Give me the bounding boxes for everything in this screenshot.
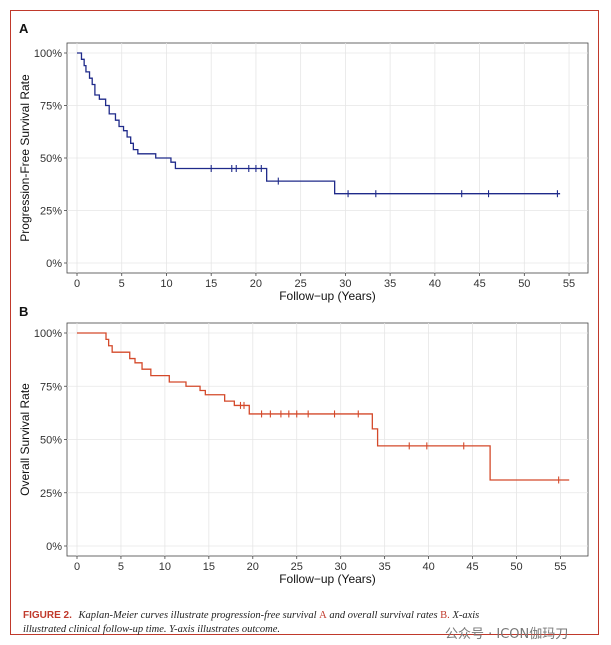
panel-label: A (19, 21, 29, 36)
caption-text-2: and overall survival rates (329, 610, 438, 621)
x-tick-label: 55 (554, 561, 566, 573)
caption-figure-label: FIGURE 2. (23, 610, 72, 621)
x-tick-label: 5 (119, 278, 125, 290)
x-tick-label: 35 (384, 278, 396, 290)
y-tick-label: 100% (34, 328, 62, 340)
x-tick-label: 25 (291, 561, 303, 573)
figure-frame: A 0 5 10 15 20 25 30 35 40 45 50 55 0% 25% 50% 75% 100% Fo… (10, 10, 599, 642)
caption-ref-a: A (319, 610, 327, 621)
figure-caption: FIGURE 2. Kaplan-Meier curves illustrate… (23, 609, 493, 637)
x-tick-label: 35 (379, 561, 391, 573)
x-tick-label: 20 (247, 561, 259, 573)
survival-curve-line (77, 52, 561, 195)
survival-curve-line (77, 332, 570, 481)
x-axis-title: Follow−up (Years) (279, 572, 376, 586)
x-tick-label: 10 (159, 561, 171, 573)
x-tick-label: 40 (422, 561, 434, 573)
y-tick-label: 75% (40, 381, 62, 393)
watermark-text: 公众号 · ICON伽玛刀 (445, 627, 569, 642)
y-tick-label: 0% (46, 541, 62, 553)
y-tick-label: 50% (40, 435, 62, 447)
caption-text-3: X-axis illustrated clinical follow-up ti… (23, 610, 480, 635)
x-axis-title: Follow−up (Years) (279, 289, 376, 303)
x-tick-label: 45 (473, 278, 485, 290)
x-tick-label: 30 (339, 278, 351, 290)
y-axis-title: Overall Survival Rate (18, 383, 32, 496)
chart-panel-a: A 0 5 10 15 20 25 30 35 40 45 50 55 0% 25% 50% 75% 100% Fo… (18, 21, 589, 303)
y-axis-title: Progression-Free Survival Rate (18, 74, 32, 242)
x-tick-label: 50 (518, 278, 530, 290)
x-tick-label: 15 (205, 278, 217, 290)
x-tick-label: 55 (563, 278, 575, 290)
x-tick-label: 15 (203, 561, 215, 573)
x-tick-label: 50 (510, 561, 522, 573)
x-tick-label: 0 (74, 278, 80, 290)
x-tick-label: 20 (250, 278, 262, 290)
caption-ref-b: B. (440, 610, 450, 621)
y-tick-label: 100% (34, 48, 62, 60)
y-tick-label: 0% (46, 258, 62, 270)
y-tick-label: 75% (40, 101, 62, 113)
charts-canvas: A0 5 10 15 20 25 30 35 40 45 50 550%25%50%75%100%Fo… (18, 21, 589, 586)
chart-panel-b: B 0 5 10 15 20 25 30 35 40 45 50 55 0% 25% 50% 75% 100% Fo… (18, 304, 589, 586)
panel-label: B (19, 304, 28, 319)
x-tick-label: 25 (295, 278, 307, 290)
y-tick-label: 25% (40, 206, 62, 218)
x-tick-label: 0 (74, 561, 80, 573)
y-tick-label: 50% (40, 153, 62, 165)
y-tick-label: 25% (40, 488, 62, 500)
x-tick-label: 10 (160, 278, 172, 290)
x-tick-label: 45 (466, 561, 478, 573)
x-tick-label: 40 (429, 278, 441, 290)
x-tick-label: 30 (335, 561, 347, 573)
x-tick-label: 5 (118, 561, 124, 573)
caption-text-1: Kaplan-Meier curves illustrate progressi… (78, 610, 317, 621)
